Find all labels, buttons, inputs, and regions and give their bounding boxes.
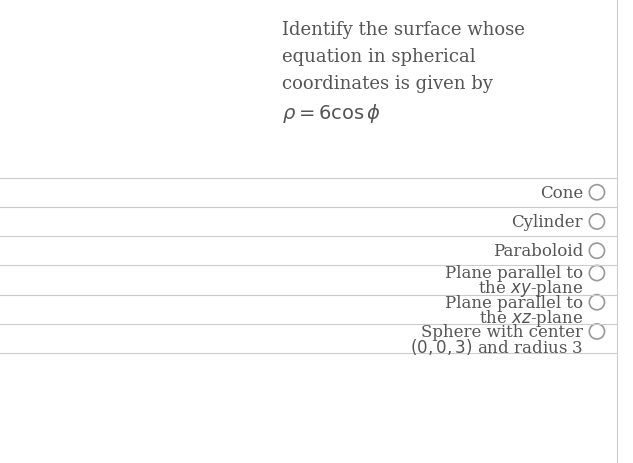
Text: equation in spherical: equation in spherical <box>282 48 475 66</box>
Text: Plane parallel to: Plane parallel to <box>445 265 583 282</box>
Text: Cylinder: Cylinder <box>511 213 583 231</box>
Text: Sphere with center: Sphere with center <box>421 323 583 340</box>
Text: Plane parallel to: Plane parallel to <box>445 294 583 311</box>
Text: Paraboloid: Paraboloid <box>492 243 583 260</box>
Text: Identify the surface whose: Identify the surface whose <box>282 21 525 39</box>
Text: coordinates is given by: coordinates is given by <box>282 75 492 93</box>
Text: the $xz$-plane: the $xz$-plane <box>479 307 583 328</box>
Text: Cone: Cone <box>540 184 583 201</box>
Text: $(0, 0, 3)$ and radius 3: $(0, 0, 3)$ and radius 3 <box>410 337 583 357</box>
Text: the $xy$-plane: the $xy$-plane <box>478 278 583 299</box>
Text: $\rho = 6\cos\phi$: $\rho = 6\cos\phi$ <box>282 101 380 125</box>
